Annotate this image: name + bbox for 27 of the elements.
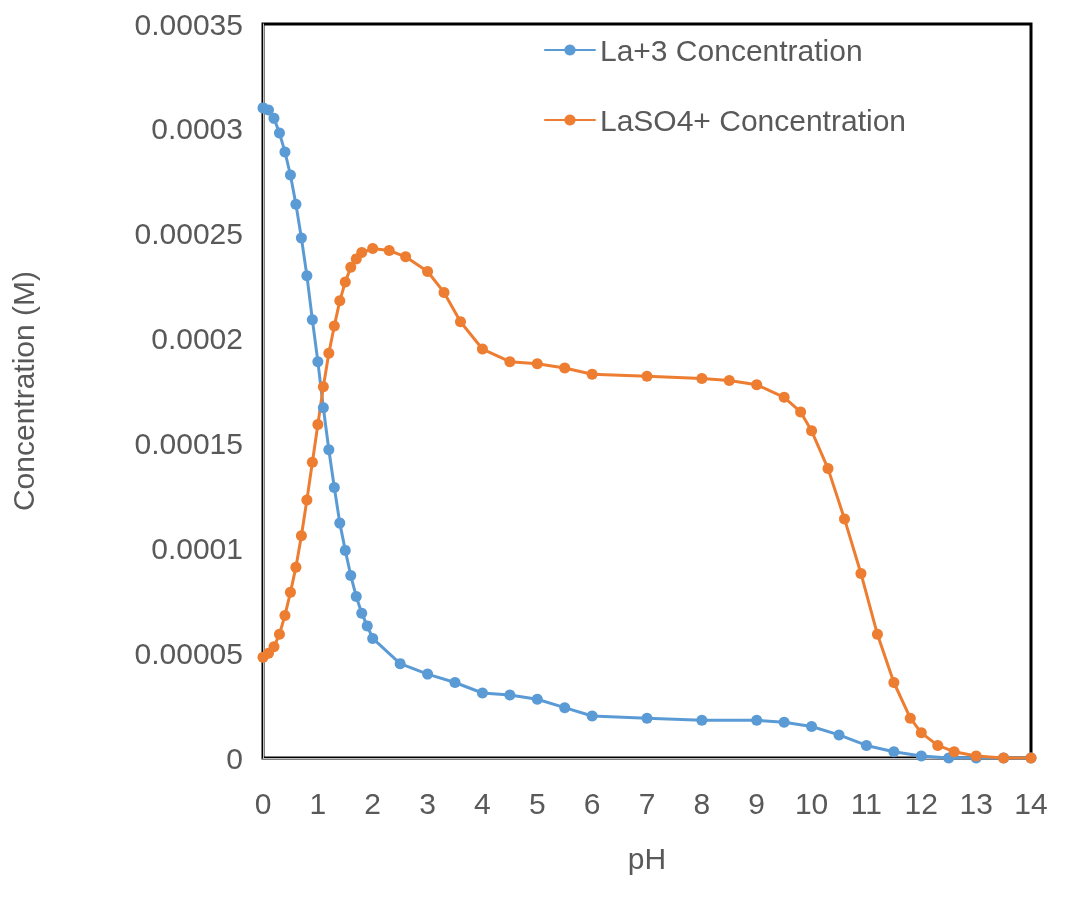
- x-tick-label: 7: [638, 786, 656, 820]
- x-axis-title: pH: [627, 841, 667, 875]
- y-tick-label: 0.0003: [151, 112, 243, 146]
- x-tick-label: 9: [748, 786, 766, 820]
- x-tick-label: 8: [693, 786, 711, 820]
- x-tick-label: 13: [959, 786, 993, 820]
- x-tick-label: 3: [419, 786, 436, 820]
- y-tick-label: 0.00025: [134, 217, 243, 251]
- x-tick-label: 10: [794, 786, 829, 820]
- y-tick-label: 0.00035: [134, 7, 243, 41]
- y-tick-label: 0.00005: [134, 636, 243, 670]
- x-tick-label: 12: [904, 786, 938, 820]
- x-tick-label: 4: [474, 786, 491, 820]
- x-tick-label: 6: [583, 786, 601, 820]
- x-tick-label: 2: [364, 786, 382, 820]
- y-tick-label: 0.00015: [134, 426, 243, 460]
- x-tick-label: 5: [528, 786, 546, 820]
- x-tick-label: 11: [850, 786, 883, 820]
- legend-label: LaSO4+ Concentration: [599, 103, 907, 137]
- legend-label: La+3 Concentration: [599, 33, 863, 67]
- x-tick-label: 1: [309, 786, 327, 820]
- y-tick-label: 0: [226, 741, 243, 775]
- x-tick-label: 0: [254, 786, 272, 820]
- y-axis-title: Concentration (M): [6, 270, 40, 512]
- x-tick-label: 14: [1014, 786, 1048, 820]
- y-tick-label: 0.0001: [151, 531, 243, 565]
- y-tick-label: 0.0002: [151, 322, 243, 356]
